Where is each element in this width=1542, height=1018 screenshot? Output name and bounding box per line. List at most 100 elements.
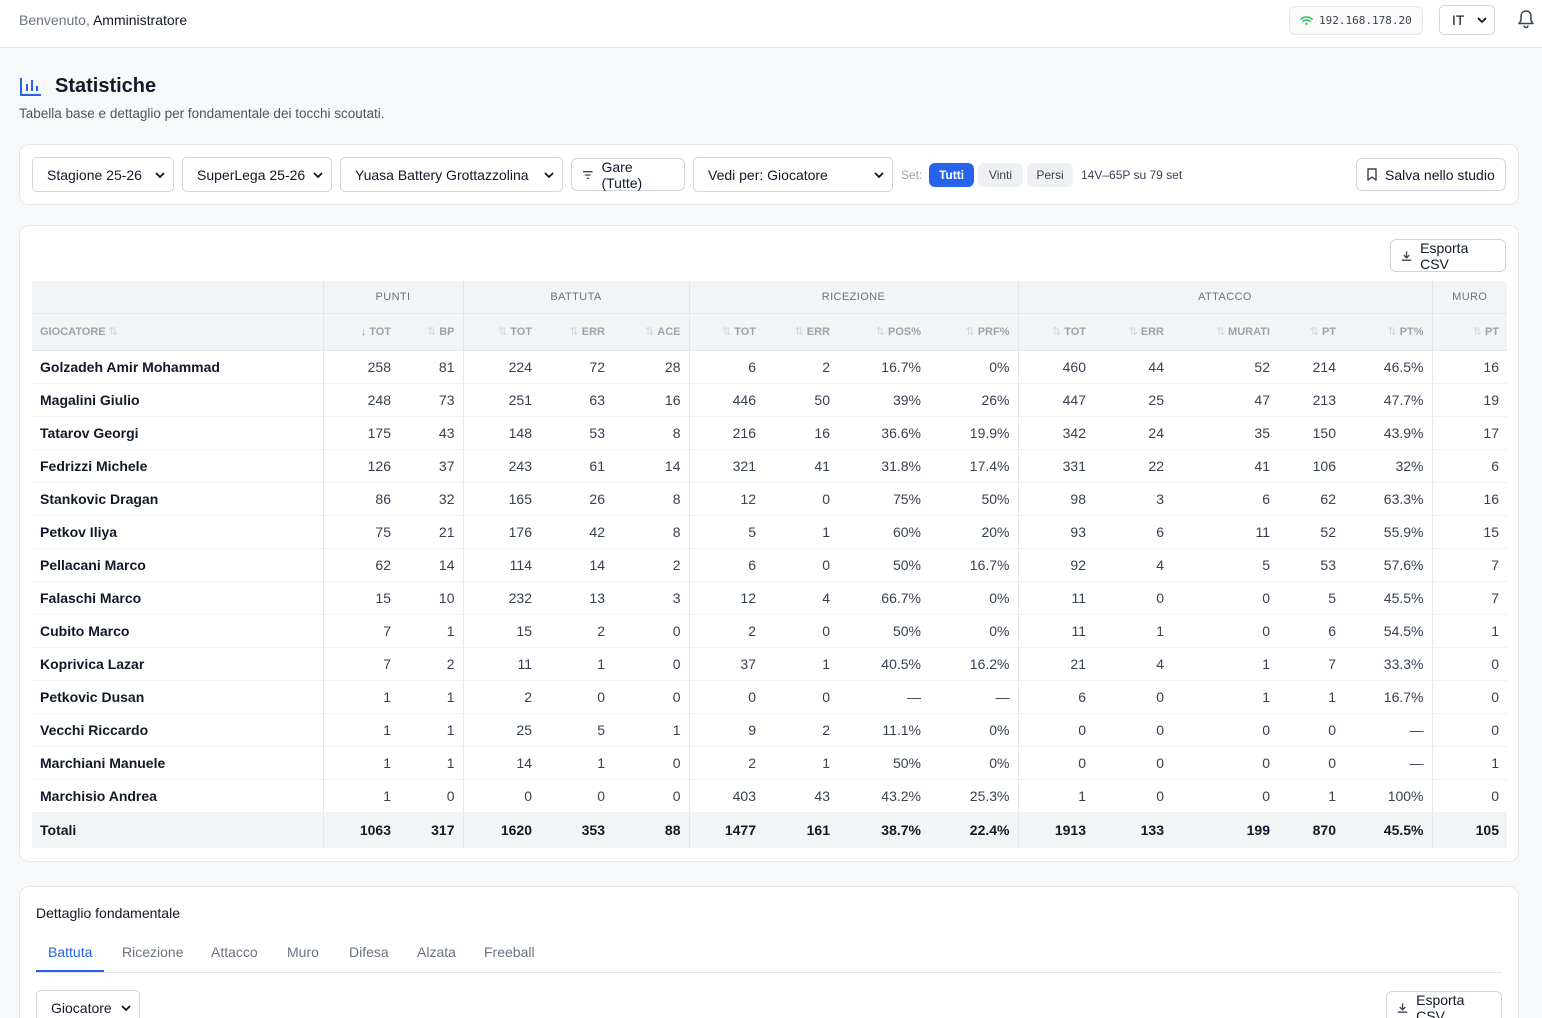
stat-cell: 214: [1278, 350, 1344, 384]
stat-cell: 114: [462, 548, 540, 582]
set-filter-won[interactable]: Vinti: [978, 163, 1023, 187]
stat-cell: 2: [764, 350, 838, 384]
tab-attacco[interactable]: Attacco: [211, 944, 258, 960]
table-row: Koprivica Lazar 7 2 11 1 0 37 1 40.5% 16.2% 21 4 1 7 3…: [32, 647, 1507, 681]
stat-cell: 1: [399, 680, 463, 714]
tab-battuta[interactable]: Battuta: [36, 944, 105, 972]
stat-cell: 88: [613, 812, 689, 848]
stat-cell: 39%: [838, 383, 929, 417]
stat-cell: 403: [688, 779, 764, 813]
chevron-down-icon: [121, 1004, 131, 1011]
bell-icon[interactable]: [1517, 9, 1535, 29]
chevron-down-icon: [544, 171, 554, 178]
column-header[interactable]: ⇅ TOT: [1017, 312, 1094, 351]
column-header[interactable]: ⇅ TOT: [688, 312, 764, 351]
stat-cell: 3: [613, 581, 689, 615]
stat-cell: 41: [764, 449, 838, 483]
detail-group-select[interactable]: Giocatore: [36, 990, 140, 1018]
stat-cell: 46.5%: [1344, 350, 1432, 384]
view-by-select[interactable]: Vedi per: Giocatore: [693, 157, 893, 192]
column-header[interactable]: ⇅ PRF%: [929, 312, 1018, 351]
stat-cell: 0: [613, 614, 689, 648]
column-header[interactable]: ⇅ PT: [1431, 312, 1507, 351]
stat-cell: —: [1344, 746, 1432, 780]
stat-cell: 52: [1278, 515, 1344, 549]
tab-ricezione[interactable]: Ricezione: [122, 944, 184, 960]
stat-cell: 16: [1431, 350, 1507, 384]
stat-cell: 15: [322, 581, 399, 615]
player-name: Petkov Iliya: [32, 515, 323, 549]
tab-difesa[interactable]: Difesa: [349, 944, 389, 960]
export-csv-button[interactable]: Esporta CSV: [1390, 239, 1506, 272]
stat-cell: 98: [1017, 482, 1094, 516]
stat-cell: 44: [1094, 350, 1172, 384]
stat-cell: 1: [1278, 779, 1344, 813]
column-header-player[interactable]: GIOCATORE ⇅: [32, 312, 323, 351]
stat-cell: 1: [399, 746, 463, 780]
stat-cell: 73: [399, 383, 463, 417]
stat-cell: 4: [1094, 548, 1172, 582]
season-select[interactable]: Stagione 25-26: [32, 157, 174, 192]
competition-select[interactable]: SuperLega 25-26: [182, 157, 332, 192]
stat-cell: 62: [322, 548, 399, 582]
stat-cell: 12: [688, 581, 764, 615]
column-header[interactable]: ⇅ PT: [1278, 312, 1344, 351]
column-header[interactable]: ⇅ PT%: [1344, 312, 1432, 351]
column-header[interactable]: ⇅ POS%: [838, 312, 929, 351]
stat-cell: 6: [1278, 614, 1344, 648]
stat-cell: 331: [1017, 449, 1094, 483]
stat-cell: 25: [1094, 383, 1172, 417]
column-header[interactable]: ⇅ ERR: [764, 312, 838, 351]
tab-muro[interactable]: Muro: [287, 944, 319, 960]
stat-cell: 38.7%: [838, 812, 929, 848]
stat-cell: 0: [1431, 647, 1507, 681]
stat-cell: 199: [1172, 812, 1278, 848]
stat-cell: 0: [1431, 680, 1507, 714]
stat-cell: 165: [462, 482, 540, 516]
table-row: Tatarov Georgi 175 43 148 53 8 216 16 36.6% 19.9%…: [32, 416, 1507, 450]
set-filter-all[interactable]: Tutti: [929, 163, 974, 187]
stat-cell: 1: [764, 647, 838, 681]
stat-cell: 63.3%: [1344, 482, 1432, 516]
stat-cell: 14: [613, 449, 689, 483]
stat-cell: 460: [1017, 350, 1094, 384]
stat-cell: 31.8%: [838, 449, 929, 483]
column-header[interactable]: ⇅ ACE: [613, 312, 689, 351]
set-label: Set:: [901, 168, 923, 182]
language-select[interactable]: IT: [1439, 5, 1495, 35]
stat-cell: 0: [462, 779, 540, 813]
column-header[interactable]: ⇅ MURATI: [1172, 312, 1278, 351]
stat-cell: 150: [1278, 416, 1344, 450]
tab-alzata[interactable]: Alzata: [417, 944, 456, 960]
games-filter-button[interactable]: Gare (Tutte): [571, 158, 685, 191]
stat-cell: 11.1%: [838, 713, 929, 747]
download-icon: [1397, 1002, 1408, 1013]
stat-cell: 175: [322, 416, 399, 450]
table-row: Pellacani Marco 62 14 114 14 2 6 0 50% 16.7% 92 4 5 5…: [32, 548, 1507, 582]
column-header[interactable]: ⇅ BP: [399, 312, 463, 351]
welcome-text: Benvenuto, Amministratore: [19, 12, 188, 28]
tab-freeball[interactable]: Freeball: [484, 944, 535, 960]
column-header[interactable]: ↓ TOT: [322, 312, 399, 351]
stat-cell: 100%: [1344, 779, 1432, 813]
stat-cell: 5: [1172, 548, 1278, 582]
stat-cell: 47: [1172, 383, 1278, 417]
group-header-serve: BATTUTA: [462, 281, 689, 313]
column-header[interactable]: ⇅ TOT: [462, 312, 540, 351]
stat-cell: 213: [1278, 383, 1344, 417]
stat-cell: 7: [322, 647, 399, 681]
column-header[interactable]: ⇅ ERR: [1094, 312, 1172, 351]
group-header-empty: [32, 281, 323, 313]
stat-cell: 2: [540, 614, 613, 648]
detail-export-csv-button[interactable]: Esporta CSV: [1386, 991, 1502, 1018]
stat-cell: 16: [1431, 482, 1507, 516]
stat-cell: 24: [1094, 416, 1172, 450]
set-filter-lost[interactable]: Persi: [1027, 163, 1073, 187]
filter-icon: [582, 170, 593, 179]
player-name: Cubito Marco: [32, 614, 323, 648]
stat-cell: 19.9%: [929, 416, 1018, 450]
column-header[interactable]: ⇅ ERR: [540, 312, 613, 351]
team-select[interactable]: Yuasa Battery Grottazzolina: [340, 157, 563, 192]
stat-cell: 1: [1278, 680, 1344, 714]
save-to-studio-button[interactable]: Salva nello studio: [1356, 158, 1506, 191]
